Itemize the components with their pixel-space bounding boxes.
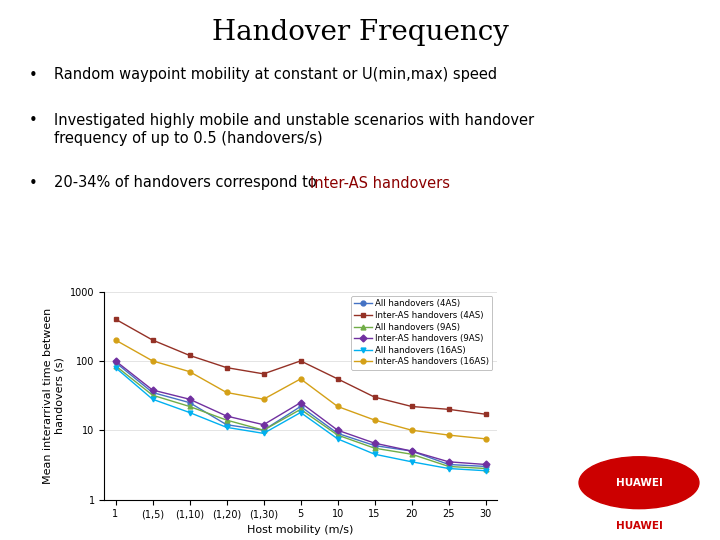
All handovers (9AS): [259, 427, 268, 434]
All handovers (9AS): [148, 392, 157, 399]
All handovers (16AS): [148, 396, 157, 402]
Inter-AS handovers (4AS): [222, 364, 231, 371]
Inter-AS handovers (16AS): [408, 427, 416, 434]
All handovers (16AS): [111, 364, 120, 371]
All handovers (16AS): [444, 465, 453, 472]
Inter-AS handovers (16AS): [333, 403, 342, 410]
All handovers (4AS): [370, 442, 379, 449]
All handovers (4AS): [482, 463, 490, 470]
Inter-AS handovers (16AS): [148, 357, 157, 364]
All handovers (9AS): [370, 445, 379, 451]
Text: Inter-AS handovers: Inter-AS handovers: [310, 176, 449, 191]
All handovers (16AS): [370, 451, 379, 457]
All handovers (4AS): [111, 359, 120, 366]
All handovers (16AS): [222, 424, 231, 430]
All handovers (9AS): [297, 406, 305, 413]
All handovers (4AS): [408, 448, 416, 454]
All handovers (16AS): [259, 430, 268, 437]
All handovers (4AS): [185, 400, 194, 406]
All handovers (16AS): [297, 409, 305, 416]
Legend: All handovers (4AS), Inter-AS handovers (4AS), All handovers (9AS), Inter-AS han: All handovers (4AS), Inter-AS handovers …: [351, 296, 492, 370]
All handovers (16AS): [408, 458, 416, 465]
Inter-AS handovers (9AS): [259, 422, 268, 428]
All handovers (9AS): [408, 451, 416, 457]
Text: Handover Frequency: Handover Frequency: [212, 19, 508, 46]
Inter-AS handovers (9AS): [370, 440, 379, 447]
Line: All handovers (16AS): All handovers (16AS): [113, 365, 488, 473]
Inter-AS handovers (16AS): [444, 432, 453, 438]
Inter-AS handovers (4AS): [370, 394, 379, 400]
Inter-AS handovers (9AS): [148, 387, 157, 393]
All handovers (16AS): [185, 409, 194, 416]
Inter-AS handovers (9AS): [185, 396, 194, 402]
X-axis label: Host mobility (m/s): Host mobility (m/s): [248, 525, 354, 535]
Inter-AS handovers (16AS): [111, 337, 120, 343]
Text: •: •: [29, 68, 37, 83]
Inter-AS handovers (4AS): [333, 376, 342, 382]
Inter-AS handovers (9AS): [444, 458, 453, 465]
Text: 20-34% of handovers correspond to: 20-34% of handovers correspond to: [54, 176, 321, 191]
All handovers (4AS): [444, 461, 453, 468]
All handovers (4AS): [148, 389, 157, 396]
All handovers (9AS): [482, 465, 490, 472]
All handovers (9AS): [185, 403, 194, 410]
Inter-AS handovers (9AS): [111, 357, 120, 364]
Inter-AS handovers (9AS): [222, 413, 231, 419]
All handovers (9AS): [222, 417, 231, 423]
Inter-AS handovers (16AS): [482, 436, 490, 442]
Text: HUAWEI: HUAWEI: [616, 478, 662, 488]
Inter-AS handovers (9AS): [482, 461, 490, 468]
Y-axis label: Mean interarrival time between
handovers (s): Mean interarrival time between handovers…: [43, 307, 65, 484]
All handovers (16AS): [333, 436, 342, 442]
Inter-AS handovers (16AS): [222, 389, 231, 396]
Inter-AS handovers (4AS): [259, 370, 268, 377]
Line: Inter-AS handovers (4AS): Inter-AS handovers (4AS): [113, 317, 488, 417]
Inter-AS handovers (4AS): [297, 357, 305, 364]
Text: •: •: [29, 176, 37, 191]
All handovers (4AS): [297, 403, 305, 410]
Inter-AS handovers (4AS): [444, 406, 453, 413]
Ellipse shape: [579, 457, 699, 509]
All handovers (4AS): [259, 427, 268, 434]
Inter-AS handovers (16AS): [259, 396, 268, 402]
Line: Inter-AS handovers (16AS): Inter-AS handovers (16AS): [113, 338, 488, 441]
Inter-AS handovers (9AS): [333, 427, 342, 434]
Text: Random waypoint mobility at constant or U(min,max) speed: Random waypoint mobility at constant or …: [54, 68, 497, 83]
Text: HUAWEI: HUAWEI: [616, 521, 662, 531]
All handovers (4AS): [222, 422, 231, 428]
Inter-AS handovers (9AS): [408, 448, 416, 454]
Inter-AS handovers (16AS): [185, 368, 194, 375]
All handovers (9AS): [111, 362, 120, 369]
Text: •: •: [29, 113, 37, 129]
Inter-AS handovers (4AS): [482, 411, 490, 417]
All handovers (9AS): [333, 432, 342, 438]
Inter-AS handovers (9AS): [297, 400, 305, 406]
Inter-AS handovers (16AS): [297, 376, 305, 382]
Inter-AS handovers (4AS): [148, 337, 157, 343]
All handovers (9AS): [444, 463, 453, 470]
Line: All handovers (4AS): All handovers (4AS): [113, 360, 488, 469]
Line: All handovers (9AS): All handovers (9AS): [113, 363, 488, 471]
All handovers (16AS): [482, 468, 490, 474]
All handovers (4AS): [333, 430, 342, 437]
Inter-AS handovers (16AS): [370, 417, 379, 423]
Text: Investigated highly mobile and unstable scenarios with handover
frequency of up : Investigated highly mobile and unstable …: [54, 113, 534, 146]
Inter-AS handovers (4AS): [111, 316, 120, 322]
Inter-AS handovers (4AS): [408, 403, 416, 410]
Inter-AS handovers (4AS): [185, 352, 194, 359]
Line: Inter-AS handovers (9AS): Inter-AS handovers (9AS): [113, 359, 488, 467]
